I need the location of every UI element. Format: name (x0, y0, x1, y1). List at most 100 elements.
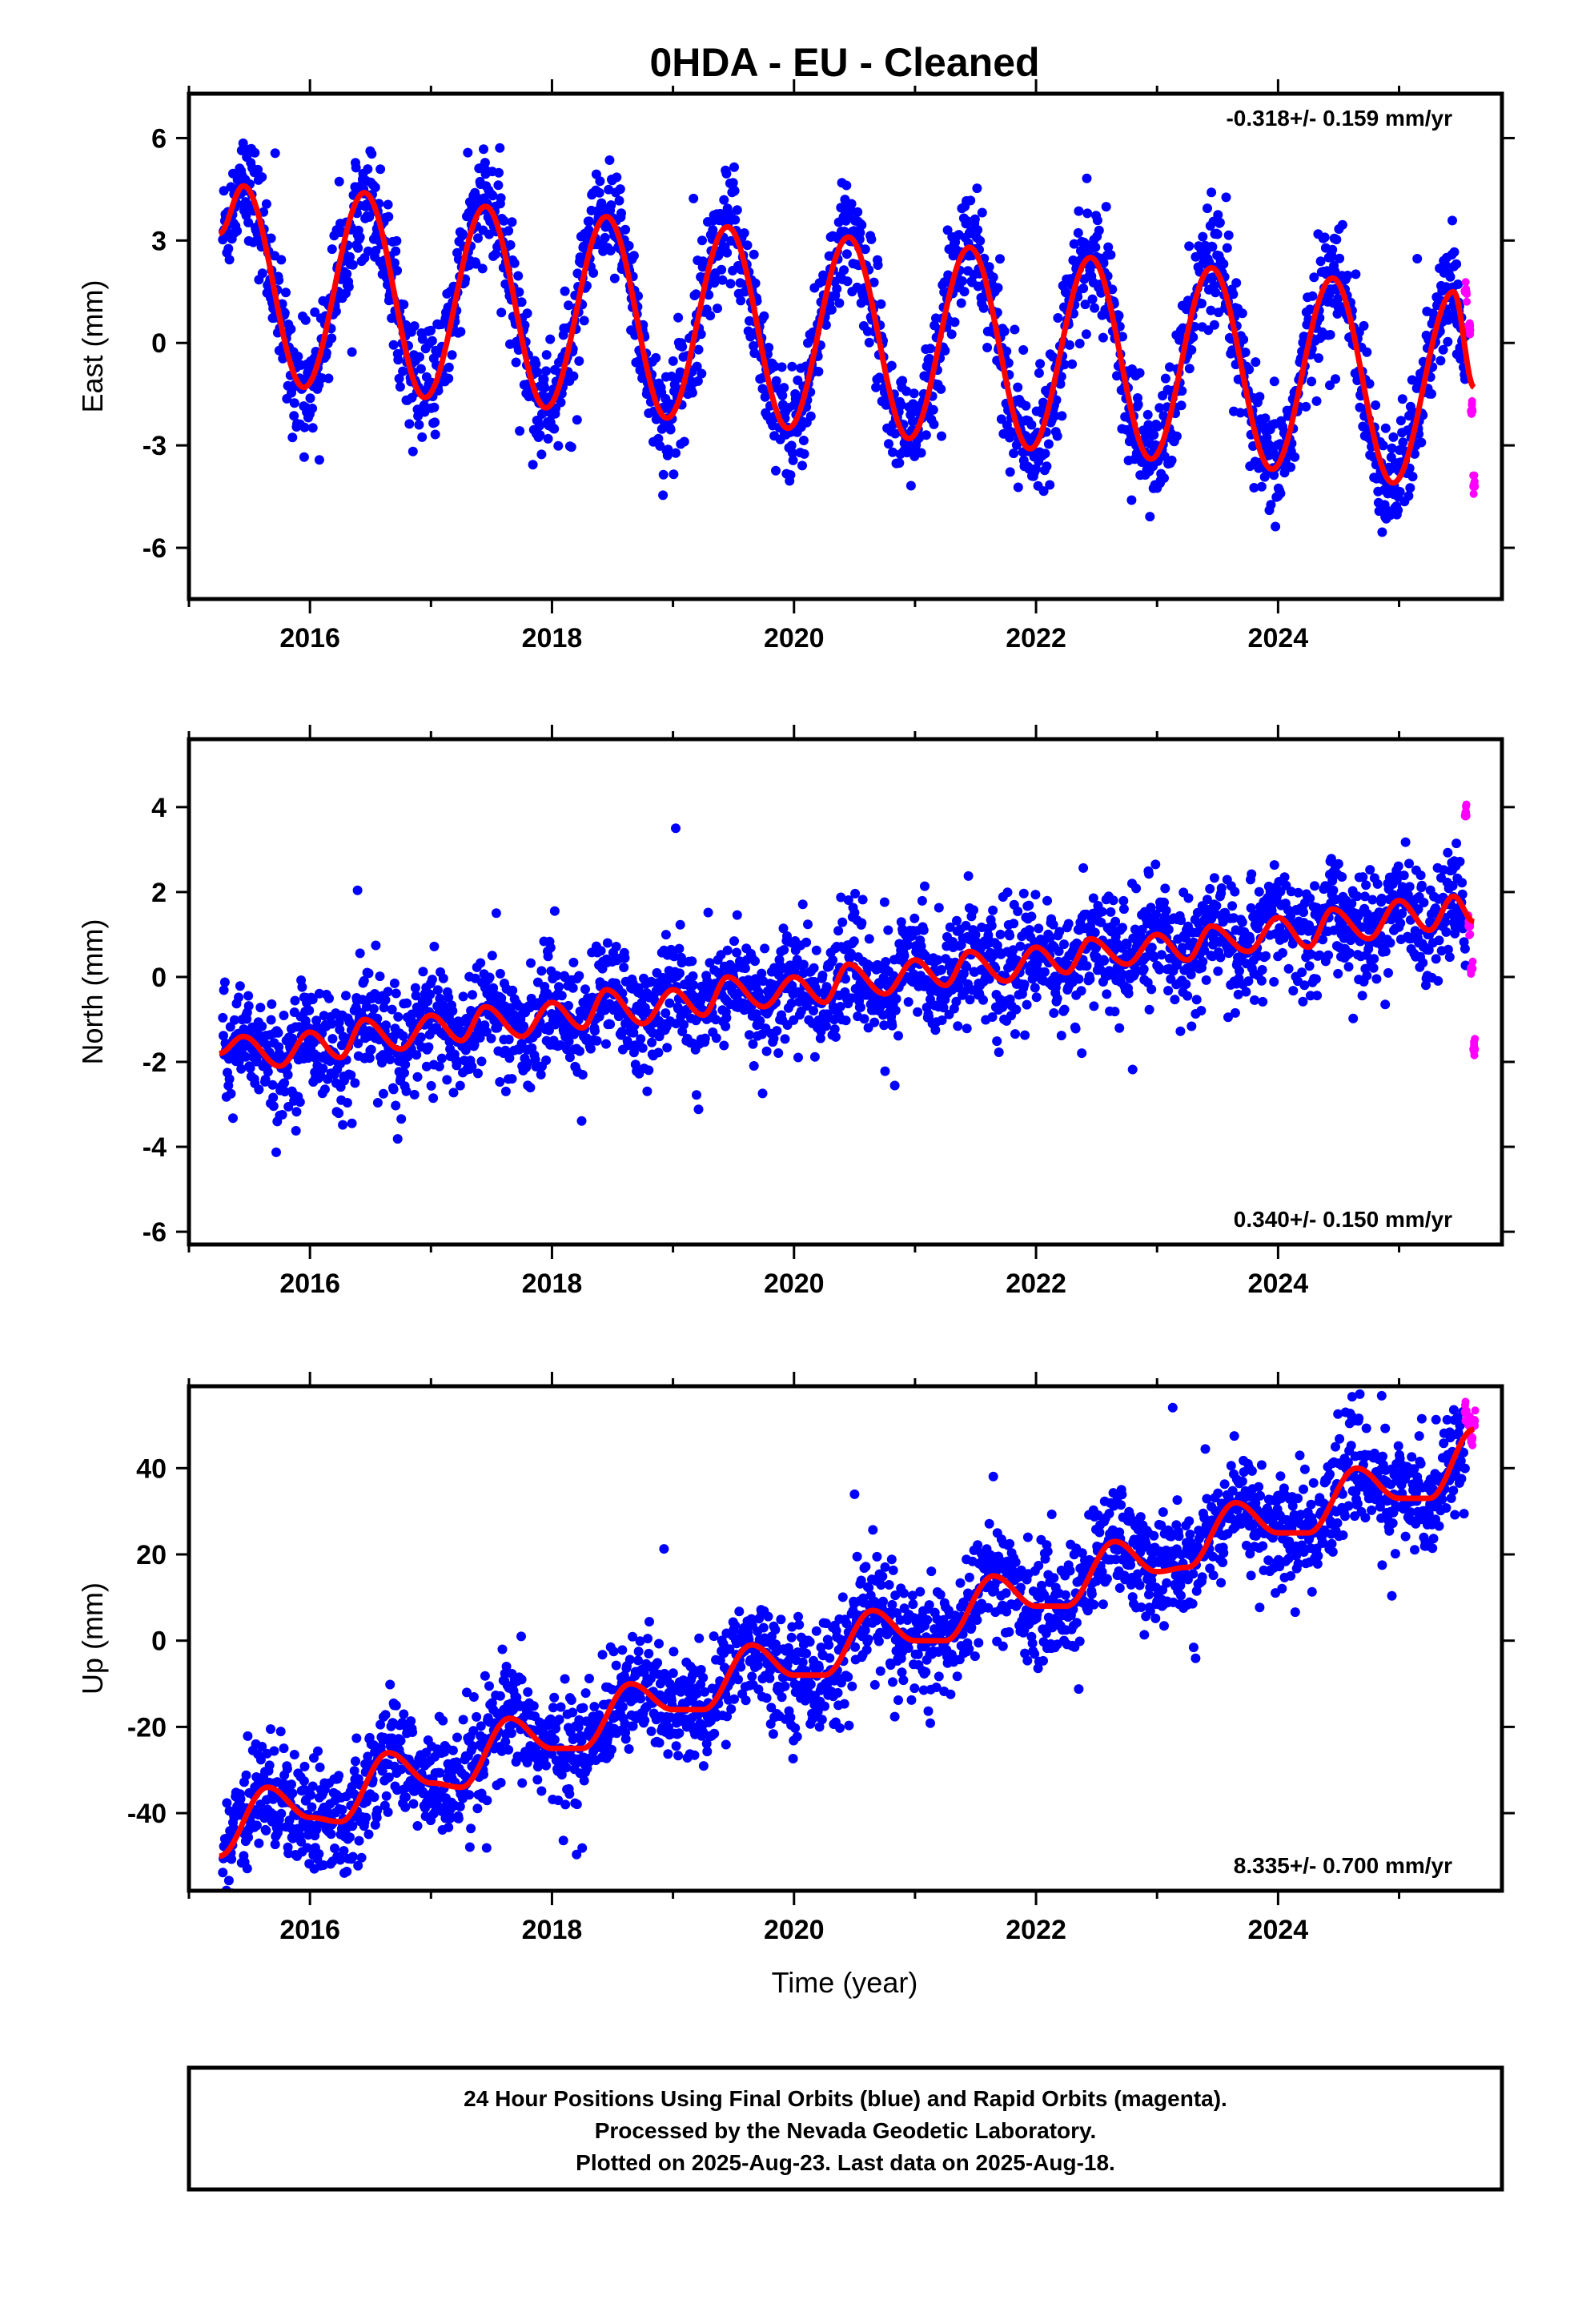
final-point (977, 207, 987, 218)
final-point (1118, 895, 1129, 906)
final-point (1092, 215, 1102, 226)
final-point (1400, 837, 1411, 847)
final-point (970, 214, 980, 224)
final-point (886, 360, 897, 371)
final-point (736, 296, 746, 306)
final-point (972, 183, 982, 194)
final-point (279, 1087, 290, 1097)
final-point (477, 263, 488, 274)
final-point (1070, 1023, 1081, 1034)
final-point (705, 311, 716, 321)
final-point (536, 1069, 546, 1080)
rapid-point (1461, 278, 1470, 287)
final-point (841, 1015, 851, 1026)
final-point (1333, 858, 1343, 869)
final-point (1056, 372, 1066, 382)
final-point (407, 1009, 417, 1019)
final-point (385, 1055, 396, 1064)
final-point (411, 991, 421, 1001)
final-point (937, 431, 946, 441)
final-point (993, 283, 1003, 293)
final-point (218, 1012, 228, 1023)
final-point (1269, 977, 1279, 987)
final-point (760, 943, 770, 954)
final-point (769, 361, 780, 372)
final-point (1445, 271, 1456, 282)
final-point (1015, 941, 1026, 951)
final-point (761, 1046, 772, 1056)
final-point (640, 1003, 650, 1013)
final-point (1055, 379, 1066, 389)
final-point (1067, 359, 1078, 369)
final-point (1048, 352, 1058, 362)
final-point (894, 458, 905, 468)
final-point (913, 1007, 923, 1017)
final-point (896, 400, 906, 410)
final-point (391, 246, 401, 256)
final-point (299, 422, 310, 432)
final-point (297, 982, 307, 992)
final-point (978, 303, 989, 313)
final-point (495, 1077, 505, 1087)
final-point (689, 193, 699, 203)
final-point (1325, 380, 1335, 391)
final-point (604, 155, 615, 165)
final-point (245, 1063, 255, 1073)
y-tick-label: -3 (143, 431, 167, 461)
final-point (427, 336, 437, 346)
final-point (1245, 935, 1255, 945)
final-point (1367, 895, 1378, 905)
final-point (327, 333, 337, 344)
final-point (1159, 897, 1169, 907)
final-point (444, 1036, 455, 1047)
final-point (1018, 345, 1029, 355)
final-point (1186, 1021, 1197, 1031)
final-point (398, 366, 408, 376)
final-point (487, 951, 497, 961)
final-point (286, 324, 296, 334)
final-point (504, 1035, 514, 1044)
final-point (1030, 983, 1040, 993)
final-point (978, 995, 988, 1005)
final-point (636, 1034, 646, 1044)
final-point (295, 1097, 305, 1108)
final-point (1368, 963, 1379, 973)
final-point (491, 249, 501, 259)
final-point (476, 958, 486, 968)
final-point (425, 989, 436, 999)
final-point (750, 278, 761, 288)
final-point (526, 958, 536, 968)
final-point (757, 384, 768, 394)
final-point (427, 975, 437, 985)
final-point (342, 1098, 352, 1108)
final-point (903, 997, 913, 1007)
final-point (1042, 461, 1052, 472)
final-point (243, 217, 254, 227)
final-point (1097, 907, 1107, 917)
final-point (509, 258, 520, 268)
final-point (257, 172, 267, 183)
final-point (504, 226, 514, 236)
final-point (1154, 403, 1165, 413)
final-point (600, 232, 610, 243)
final-point (1166, 455, 1177, 465)
final-point (576, 1116, 587, 1126)
final-point (592, 1035, 602, 1046)
final-point (1020, 1030, 1030, 1040)
final-point (888, 447, 897, 457)
final-point (1383, 967, 1393, 978)
final-point (946, 329, 957, 340)
final-point (609, 273, 620, 283)
final-point (1227, 901, 1238, 911)
final-point (1152, 421, 1162, 432)
final-point (346, 1070, 356, 1080)
final-point (595, 176, 605, 187)
final-point (271, 1147, 281, 1157)
final-point (873, 260, 883, 270)
final-point (832, 283, 842, 294)
final-point (1186, 345, 1197, 355)
final-point (759, 311, 769, 321)
final-point (995, 254, 1005, 264)
final-point (1051, 395, 1062, 405)
